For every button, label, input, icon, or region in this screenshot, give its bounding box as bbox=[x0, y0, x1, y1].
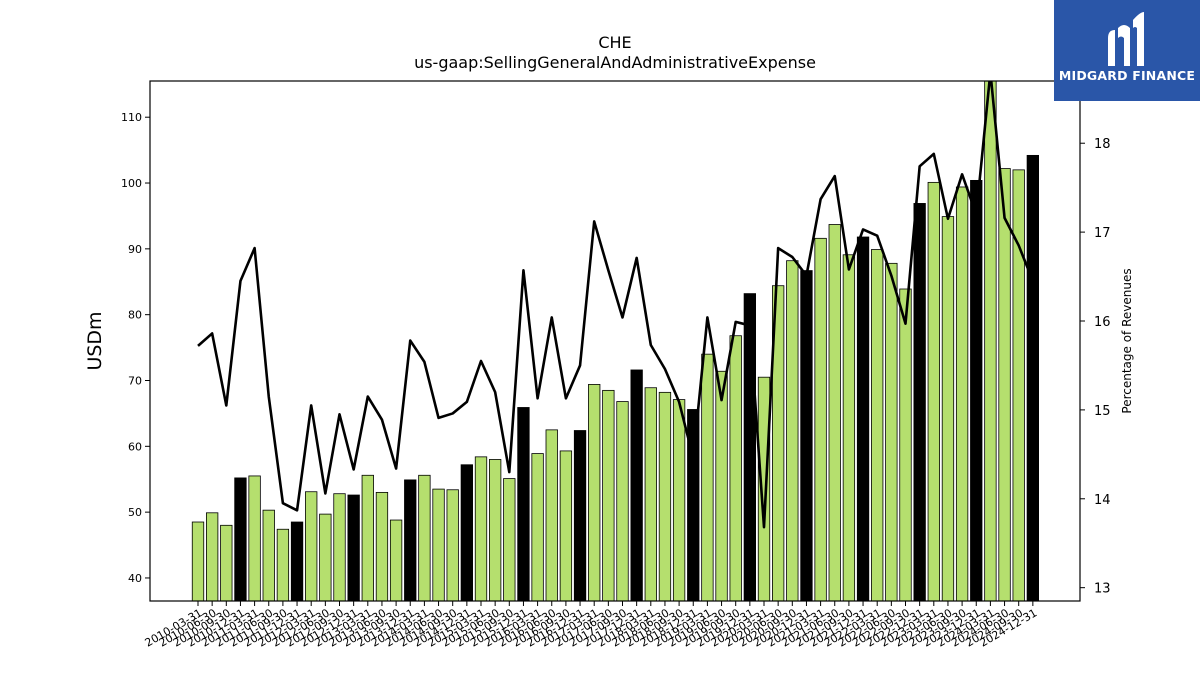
bar-2020-03-31 bbox=[757, 376, 771, 601]
bar-2013-09-30 bbox=[389, 519, 403, 601]
bar-2022-09-30 bbox=[899, 288, 912, 601]
bar-2015-12-31 bbox=[517, 407, 530, 601]
bar-2024-09-30 bbox=[1012, 169, 1025, 601]
bar-2023-12-31 bbox=[970, 179, 983, 601]
bar-2014-09-30 bbox=[446, 489, 459, 601]
bar-2024-06-30 bbox=[998, 168, 1011, 601]
bar-2019-06-30 bbox=[715, 370, 728, 601]
bar-2013-06-30 bbox=[375, 491, 389, 601]
y2-tick-label: 18 bbox=[1094, 137, 1111, 152]
y-tick-label: 110 bbox=[121, 111, 142, 124]
bar-2021-06-30 bbox=[828, 224, 841, 601]
bar-2022-03-31 bbox=[871, 249, 884, 601]
bar-2023-03-31 bbox=[927, 181, 940, 601]
bar-2024-12-31 bbox=[1026, 154, 1039, 601]
bar-2021-09-30 bbox=[842, 254, 856, 601]
bar-2011-03-31 bbox=[248, 475, 261, 601]
bar-2017-06-30 bbox=[602, 389, 615, 601]
chart-subtitle: us-gaap:SellingGeneralAndAdministrativeE… bbox=[414, 53, 816, 72]
bar-2022-06-30 bbox=[885, 262, 898, 601]
y2-tick-label: 16 bbox=[1094, 315, 1111, 330]
bar-2010-06-30 bbox=[205, 512, 219, 601]
bar-2011-12-31 bbox=[290, 521, 304, 601]
bar-2024-03-31 bbox=[984, 81, 997, 601]
bar-2016-03-31 bbox=[531, 453, 544, 601]
bar-2012-09-30 bbox=[333, 493, 346, 601]
bar-2013-03-31 bbox=[361, 474, 374, 601]
logo-mark-icon bbox=[1108, 12, 1144, 66]
bar-2015-03-31 bbox=[474, 456, 488, 601]
y-tick-label: 90 bbox=[128, 243, 142, 256]
bar-2010-03-31 bbox=[191, 521, 205, 601]
bar-2011-09-30 bbox=[276, 528, 290, 601]
bar-2019-12-31 bbox=[743, 293, 756, 601]
bar-2014-03-31 bbox=[418, 474, 431, 601]
y2-tick-label: 17 bbox=[1094, 226, 1111, 241]
bar-2018-06-30 bbox=[658, 391, 672, 601]
bar-2014-06-30 bbox=[432, 488, 445, 601]
bar-2010-09-30 bbox=[220, 524, 233, 601]
y-tick-label: 50 bbox=[128, 506, 142, 519]
bar-2017-12-31 bbox=[630, 369, 643, 601]
bar-2023-06-30 bbox=[941, 216, 955, 601]
bar-2019-09-30 bbox=[729, 335, 742, 601]
bar-2012-06-30 bbox=[319, 513, 332, 601]
bar-2012-03-31 bbox=[305, 491, 318, 601]
midgard-finance-logo: MIDGARD FINANCE bbox=[1054, 0, 1200, 101]
bar-2019-03-31 bbox=[701, 353, 714, 601]
y-tick-label: 70 bbox=[128, 374, 142, 387]
y-tick-label: 100 bbox=[121, 177, 142, 190]
chart-title: CHE bbox=[598, 33, 631, 52]
y2-axis-label: Percentage of Revenues bbox=[1120, 268, 1134, 413]
bar-2020-06-30 bbox=[772, 285, 785, 601]
bar-2021-12-31 bbox=[856, 236, 870, 601]
bar-2016-09-30 bbox=[559, 450, 573, 601]
bar-2018-03-31 bbox=[644, 387, 657, 601]
bar-2014-12-31 bbox=[460, 464, 474, 601]
bar-2013-12-31 bbox=[404, 479, 417, 601]
bar-2021-03-31 bbox=[814, 237, 827, 601]
y-tick-label: 80 bbox=[128, 309, 142, 322]
bar-2016-12-31 bbox=[573, 430, 587, 601]
y-tick-label: 60 bbox=[128, 440, 142, 453]
bar-2011-06-30 bbox=[262, 509, 275, 601]
bar-2022-12-31 bbox=[913, 203, 926, 601]
bar-2020-12-31 bbox=[800, 270, 813, 601]
bar-2017-03-31 bbox=[588, 384, 601, 601]
y2-tick-label: 13 bbox=[1094, 582, 1111, 597]
bar-2010-12-31 bbox=[234, 477, 247, 601]
y-axis-label: USDm bbox=[84, 311, 106, 370]
bar-2017-09-30 bbox=[616, 401, 629, 601]
bar-2015-06-30 bbox=[488, 459, 502, 601]
bar-2020-09-30 bbox=[786, 260, 799, 601]
bar-2012-12-31 bbox=[347, 494, 360, 601]
bar-2015-09-30 bbox=[503, 478, 516, 601]
bar-2016-06-30 bbox=[545, 429, 558, 601]
bar-2023-09-30 bbox=[955, 186, 969, 601]
y-tick-label: 40 bbox=[128, 572, 142, 585]
y2-tick-label: 14 bbox=[1094, 493, 1111, 508]
percentage-line bbox=[197, 81, 1035, 529]
y2-tick-label: 15 bbox=[1094, 404, 1111, 419]
logo-text: MIDGARD FINANCE bbox=[1058, 68, 1196, 83]
plot-frame bbox=[149, 80, 1081, 602]
bar-2018-09-30 bbox=[672, 399, 686, 601]
